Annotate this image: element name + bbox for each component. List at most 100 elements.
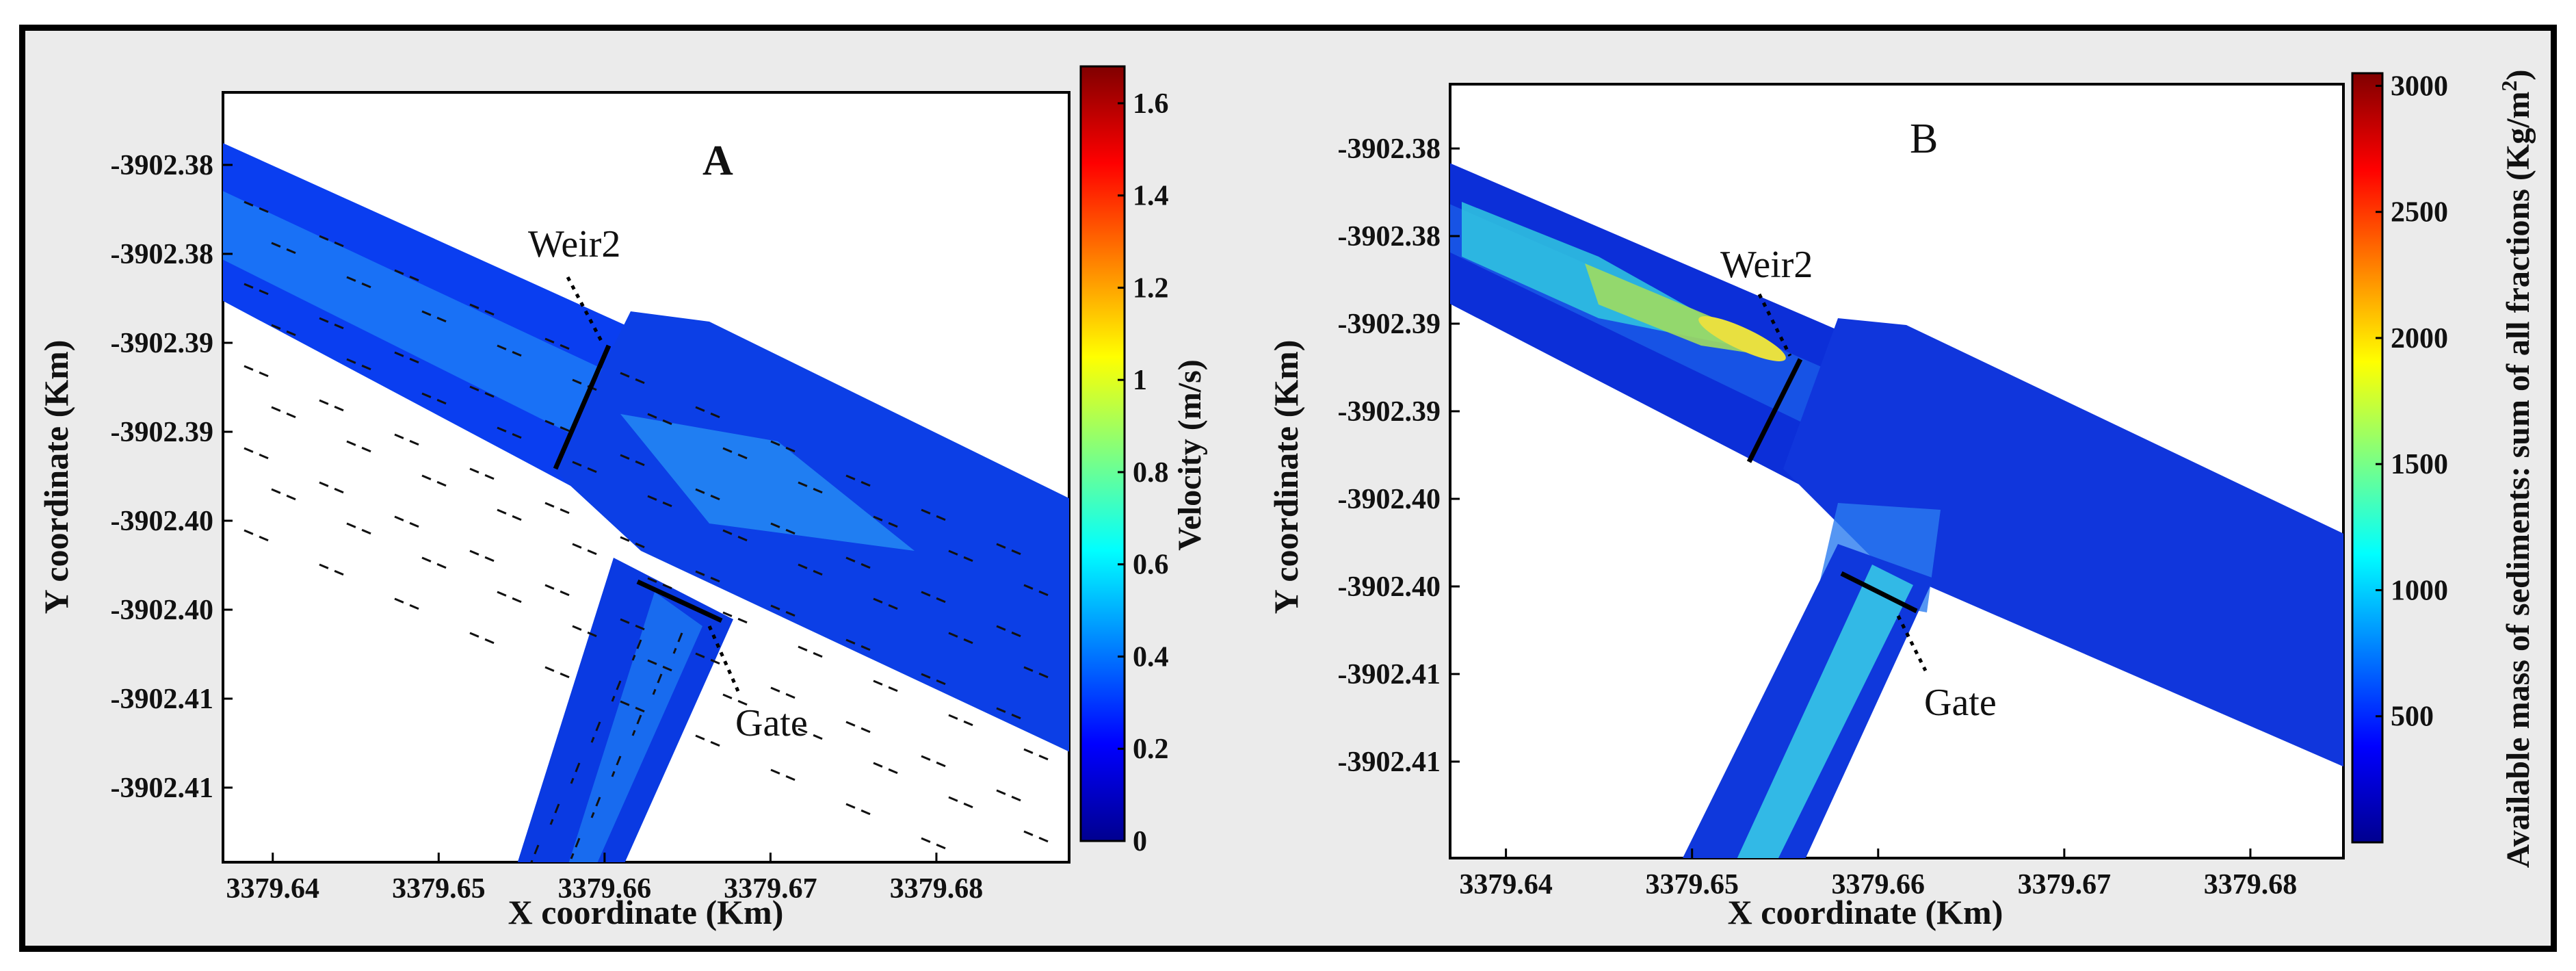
velocity-vector [271,406,298,419]
x-axis-label-b: X coordinate (Km) [1728,893,2003,931]
velocity-vector [346,276,373,289]
velocity-vector [996,543,1023,556]
velocity-vector [652,673,663,695]
velocity-vector [244,447,271,461]
gate-leader-a [707,625,740,692]
velocity-vector [948,549,975,563]
velocity-vector [798,563,825,577]
colorbar-a [1079,65,1126,842]
y-tick-label: -3902.39 [111,328,214,359]
y-tick-label: -3902.40 [111,595,214,626]
velocity-vector [319,399,346,413]
panel-b: Weir2 Gate B -3902.38-3902.38-3902.39-39… [1267,69,2536,931]
colorbar-label-b-sup: 2 [2497,80,2521,91]
velocity-vector [611,755,622,777]
velocity-vector [722,529,750,543]
velocity-vector [845,803,873,816]
colorbar-tick-label: 1.4 [1133,181,1169,212]
velocity-vector [570,838,581,859]
velocity-vector [244,283,271,296]
junction-jet-a [620,414,915,551]
velocity-vector [590,721,601,743]
x-tick-label: 3379.65 [1645,869,1739,901]
velocity-vector [1023,830,1051,844]
colorbar-tick-label: 2500 [2391,197,2448,229]
colorbar-tick-label: 1500 [2391,449,2448,480]
y-tick-label: -3902.41 [1338,747,1441,778]
x-tick-label: 3379.67 [724,873,817,905]
velocity-vector [695,734,722,748]
gate-line-b [1840,571,1918,614]
velocity-vector [421,310,449,324]
velocity-vector [921,673,948,686]
velocity-vector [346,522,373,536]
colorbar-tick-label: 1.6 [1133,88,1169,120]
velocity-vector [319,563,346,577]
x-tick-label: 3379.66 [1832,869,1926,901]
y-tick-label: -3902.39 [111,417,214,448]
velocity-vector [572,461,599,474]
velocity-vector [695,570,722,584]
velocity-vectors-a [244,200,1051,862]
velocity-vector [544,419,572,433]
velocity-vector [996,707,1023,721]
annotation-weir2-a: Weir2 [528,223,620,266]
velocity-vector [948,796,975,810]
velocity-vector [497,344,524,358]
x-axis-label-a: X coordinate (Km) [508,893,784,931]
y-tick-label: -3902.40 [1338,484,1441,515]
y-tick-label: -3902.38 [1338,221,1441,253]
y-ticks-a: -3902.38 -3902.38 -3902.39 -3902.39 -3902.40… [111,150,233,804]
colorbar-tick-label: 0.8 [1133,457,1169,489]
velocity-vector [873,597,900,611]
colorbar-label-b-main: Available mass of sediments: sum of all … [2500,91,2536,868]
velocity-vector [722,611,750,625]
velocity-vector [921,508,948,522]
velocity-vector [244,200,271,214]
y-tick-label: -3902.39 [1338,396,1441,428]
velocity-vector [319,317,346,331]
velocity-vector [948,714,975,727]
velocity-vector [271,488,298,502]
colorbar-tick-label: 0 [1133,826,1147,857]
flow-field-a [223,143,1069,862]
y-tick-label: -3902.40 [111,506,214,537]
x-tick-label: 3379.65 [392,873,486,905]
y-tick-label: -3902.40 [1338,571,1441,603]
y-tick-label: -3902.41 [1338,659,1441,690]
velocity-vector [770,604,798,618]
velocity-vector [722,693,750,707]
colorbar-ticks-b: 500 1000 1500 2000 2500 3000 [2376,70,2448,733]
x-tick-label: 3379.64 [1459,869,1553,901]
velocity-vector [620,454,647,467]
velocity-vector [672,632,683,654]
velocity-vector [647,495,674,508]
velocity-vector [549,803,560,825]
velocity-vector [770,686,798,700]
velocity-vector [631,714,642,736]
colorbar-label-b-end: ) [2500,69,2536,80]
velocity-vector [590,797,601,818]
velocity-vector [469,549,497,563]
panel-label-a: A [702,138,733,184]
velocity-vector [873,762,900,775]
velocity-vector [996,789,1023,803]
velocity-vector [620,618,647,632]
velocity-vector [647,577,674,591]
colorbar-tick-label: 1000 [2391,575,2448,606]
y-tick-label: -3902.38 [1338,133,1441,165]
velocity-vector [394,269,421,283]
velocity-vector [394,597,421,611]
y-ticks-b: -3902.38 -3902.38 -3902.39 -3902.39 -3902.40… [1338,133,1460,778]
y-tick-label: -3902.39 [1338,309,1441,340]
velocity-vector [244,529,271,543]
velocity-vector [873,515,900,529]
velocity-vector [572,543,599,556]
weir2-leader-b [1757,293,1792,357]
weir2-line-b [1746,358,1803,463]
velocity-vector [921,755,948,768]
colorbar-tick-label: 3000 [2391,70,2448,102]
velocity-vector [572,625,599,638]
weir2-line-a [553,344,612,470]
velocity-vector [620,536,647,549]
